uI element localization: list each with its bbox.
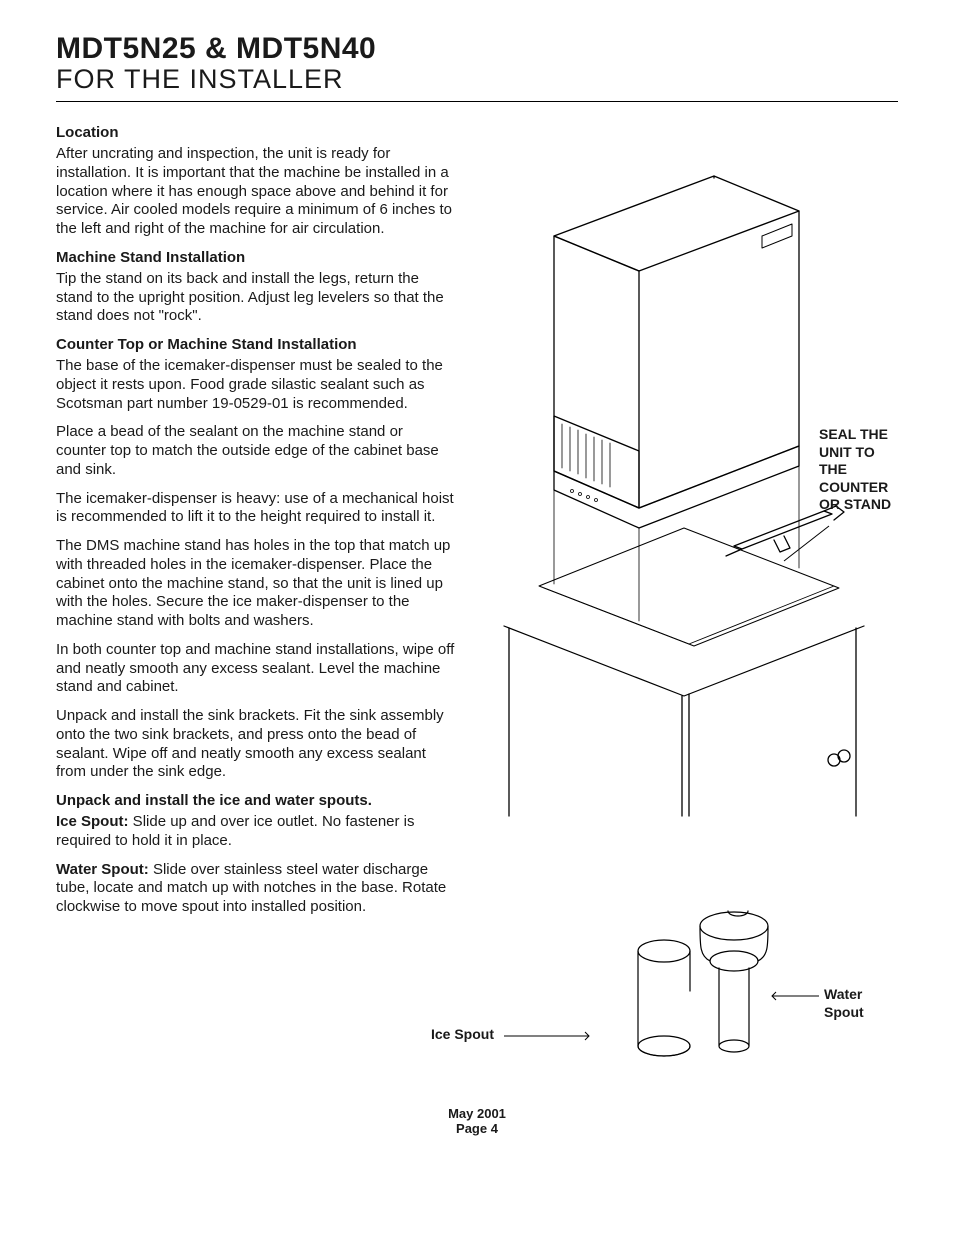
footer-date: May 2001	[56, 1106, 898, 1121]
para-counter-4: The DMS machine stand has holes in the t…	[56, 537, 456, 631]
para-counter-1: The base of the icemaker-dispenser must …	[56, 357, 456, 413]
text-column: Location After uncrating and inspection,…	[56, 116, 456, 1076]
page-footer: May 2001 Page 4	[56, 1106, 898, 1136]
heading-location: Location	[56, 124, 456, 141]
heading-counter: Counter Top or Machine Stand Installatio…	[56, 336, 456, 353]
heading-spouts: Unpack and install the ice and water spo…	[56, 792, 456, 809]
para-counter-3: The icemaker-dispenser is heavy: use of …	[56, 490, 456, 528]
callout-ice-leader	[424, 896, 684, 1086]
para-counter-6: Unpack and install the sink brackets. Fi…	[56, 707, 456, 782]
para-stand: Tip the stand on its back and install th…	[56, 270, 456, 326]
label-water-spout: Water Spout:	[56, 861, 149, 878]
para-counter-2: Place a bead of the sealant on the machi…	[56, 423, 456, 479]
footer-page: Page 4	[56, 1121, 898, 1136]
heading-stand: Machine Stand Installation	[56, 249, 456, 266]
page-header: MDT5N25 & MDT5N40 FOR THE INSTALLER	[56, 32, 898, 102]
page: MDT5N25 & MDT5N40 FOR THE INSTALLER Loca…	[0, 0, 954, 1235]
para-location: After uncrating and inspection, the unit…	[56, 145, 456, 239]
content-columns: Location After uncrating and inspection,…	[56, 116, 898, 1076]
page-subtitle: FOR THE INSTALLER	[56, 64, 898, 95]
para-ice-spout: Ice Spout: Slide up and over ice outlet.…	[56, 813, 456, 851]
model-title: MDT5N25 & MDT5N40	[56, 32, 898, 66]
para-water-spout: Water Spout: Slide over stainless steel …	[56, 861, 456, 917]
callout-seal-leader	[484, 116, 904, 876]
label-ice-spout: Ice Spout:	[56, 813, 129, 830]
diagram-column: SEAL THE UNIT TO THE COUNTER OR STAND	[484, 116, 898, 1076]
para-counter-5: In both counter top and machine stand in…	[56, 641, 456, 697]
